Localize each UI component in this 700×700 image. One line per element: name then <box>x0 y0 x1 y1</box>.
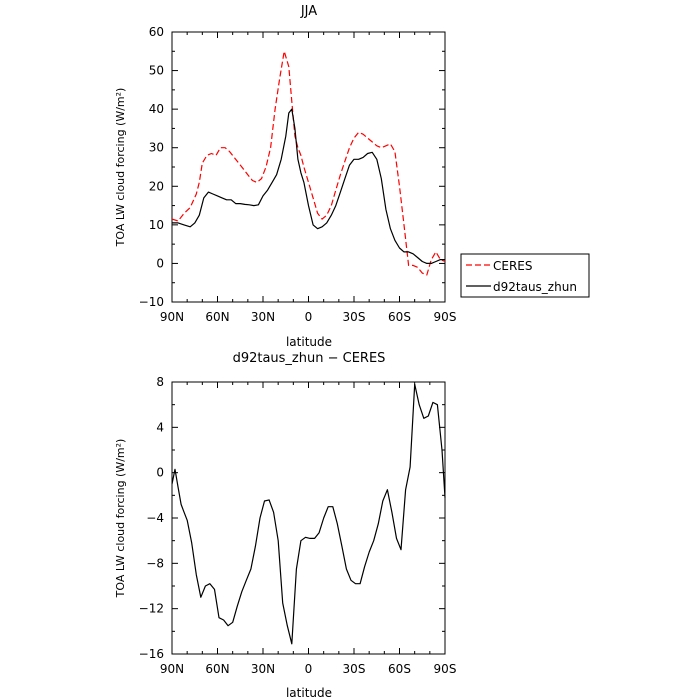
x-tick-label: 0 <box>305 310 313 324</box>
x-tick-label: 30N <box>251 662 275 676</box>
x-tick-label: 0 <box>305 662 313 676</box>
chart-panel-top: JJA 90N 60N 30N 0 30S 60S 90S−100102030405060 … <box>114 4 590 349</box>
y-axis-label: TOA LW cloud forcing (W/m²) <box>114 439 127 599</box>
legend-box <box>460 253 590 298</box>
series-line-d92taus-zhun <box>172 108 445 264</box>
y-tick-label: 40 <box>149 102 164 116</box>
x-tick-label: 90N <box>160 310 184 324</box>
y-tick-label: −12 <box>139 602 164 616</box>
series-layer <box>171 50 446 276</box>
y-tick-label: 30 <box>149 141 164 155</box>
y-tick-label: 8 <box>156 375 164 389</box>
y-tick-label: −8 <box>146 556 164 570</box>
chart-panel-bottom: d92taus_zhun − CERES 90N 60N 30N 0 30S 60S 90S… <box>114 351 456 700</box>
x-tick-label: 60S <box>388 310 411 324</box>
y-tick-label: 0 <box>156 256 164 270</box>
x-axis-label: latitude <box>286 686 332 700</box>
y-tick-label: 0 <box>156 466 164 480</box>
x-tick-label: 60N <box>205 662 229 676</box>
chart-title: JJA <box>300 4 317 19</box>
y-tick-label: −16 <box>139 647 164 661</box>
x-tick-label: 90N <box>160 662 184 676</box>
series-line-difference-0 <box>171 383 446 645</box>
x-tick-label: 60S <box>388 662 411 676</box>
legend-label-d92taus-zhun: d92taus_zhun <box>493 280 577 294</box>
x-tick-label: 30S <box>343 662 366 676</box>
y-tick-label: 60 <box>149 25 164 39</box>
x-axis-label: latitude <box>286 335 332 349</box>
y-tick-label: −4 <box>146 511 164 525</box>
plot-frame <box>171 31 446 303</box>
x-tick-label: 30S <box>343 310 366 324</box>
y-tick-label: 4 <box>156 420 164 434</box>
y-tick-label: 20 <box>149 179 164 193</box>
y-axis-label: TOA LW cloud forcing (W/m²) <box>114 88 127 248</box>
plot-frame <box>171 381 446 655</box>
x-tick-label: 90S <box>434 310 457 324</box>
series-line-ceres <box>171 50 446 276</box>
axis-ticks: 90N 60N 30N 0 30S 60S 90S −10 0 10 20 30 40 50 60 <box>139 25 457 324</box>
legend: CERES d92taus_zhun <box>460 253 590 298</box>
chart-title: d92taus_zhun − CERES <box>233 351 386 366</box>
axis-ticks: 90N 60N 30N 0 30S 60S 90S −16 −12 −8 −4 0 4 8 <box>139 375 457 676</box>
x-tick-label: 30N <box>251 310 275 324</box>
series-layer <box>171 383 446 645</box>
y-tick-label: 50 <box>149 64 164 78</box>
legend-label-ceres: CERES <box>493 259 533 273</box>
x-tick-label: 90S <box>434 662 457 676</box>
x-tick-label: 60N <box>205 310 229 324</box>
y-tick-label: −10 <box>139 295 164 309</box>
y-tick-label: 10 <box>149 218 164 232</box>
